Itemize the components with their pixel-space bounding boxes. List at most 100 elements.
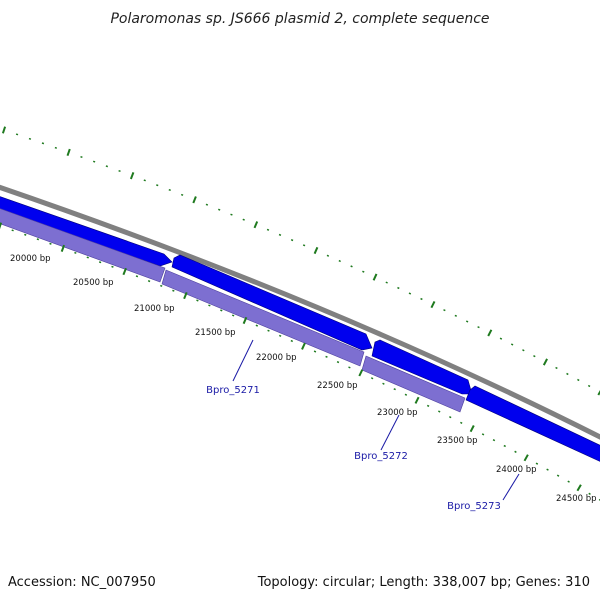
gene-label-bpro-5271[interactable]: Bpro_5271 <box>206 385 260 396</box>
tick-mark <box>135 275 139 278</box>
tick-mark <box>556 474 560 477</box>
tick-mark <box>588 492 591 496</box>
bp-label: 20500 bp <box>73 278 114 288</box>
bp-label: 22500 bp <box>317 381 358 391</box>
tick-mark <box>278 334 282 337</box>
tick-mark <box>542 358 548 366</box>
tick-mark <box>414 396 420 404</box>
inner-tick-row <box>0 222 600 501</box>
tick-mark <box>290 239 294 242</box>
tick-mark <box>28 137 32 140</box>
tick-mark <box>597 389 600 396</box>
tick-mark <box>487 329 493 337</box>
tick-mark <box>460 421 463 424</box>
gene-arrow-bpro-5272[interactable] <box>171 254 373 351</box>
tick-mark <box>66 148 71 157</box>
tick-mark <box>143 179 146 182</box>
tick-mark <box>41 142 45 145</box>
tick-mark <box>514 450 517 454</box>
tick-mark <box>0 222 3 230</box>
tick-mark <box>362 270 365 273</box>
tick-mark <box>325 355 328 358</box>
tick-mark <box>118 169 121 173</box>
tick-mark <box>370 377 374 380</box>
tick-mark <box>168 188 171 192</box>
tick-mark <box>404 393 408 396</box>
tick-mark <box>80 155 83 159</box>
tick-mark <box>60 244 66 252</box>
bp-label: 23000 bp <box>377 408 418 418</box>
tick-mark <box>522 349 525 352</box>
tick-mark <box>577 378 580 382</box>
tick-mark <box>160 284 163 287</box>
tick-mark <box>336 361 340 364</box>
tick-mark <box>49 242 52 245</box>
bp-scale: 20000 bp 20500 bp 21000 bp 21500 bp 2200… <box>10 254 597 504</box>
gene-labels: Bpro_5271 Bpro_5272 Bpro_5273 <box>206 339 520 512</box>
tick-mark <box>426 404 430 408</box>
tick-mark <box>278 233 282 236</box>
reverse-segment-1 <box>0 208 166 283</box>
gene-track-forward <box>0 193 600 466</box>
tick-mark <box>180 193 184 196</box>
plasmid-backbone <box>0 184 600 440</box>
tick-mark <box>408 292 412 295</box>
tick-mark <box>122 267 127 276</box>
gene-leader-line <box>232 339 254 382</box>
gene-arrow-bpro-5271[interactable] <box>0 193 173 267</box>
tick-mark <box>36 238 40 241</box>
tick-mark <box>196 299 199 302</box>
gene-label-bpro-5273[interactable]: Bpro_5273 <box>447 501 501 512</box>
tick-mark <box>129 172 135 180</box>
tick-mark <box>576 484 582 492</box>
tick-mark <box>217 208 221 211</box>
bp-label: 24500 bp <box>556 494 597 504</box>
bp-label: 23500 bp <box>437 436 478 446</box>
tick-mark <box>523 454 529 462</box>
tick-mark <box>338 259 341 263</box>
tick-mark <box>1 126 7 134</box>
tick-mark <box>555 366 558 370</box>
tick-mark <box>290 339 294 343</box>
gene-leader-line <box>380 414 400 451</box>
tick-mark <box>192 196 197 204</box>
bp-label: 21000 bp <box>134 304 175 314</box>
tick-mark <box>266 228 270 231</box>
bp-label: 24000 bp <box>496 465 537 475</box>
tick-mark <box>253 221 259 229</box>
map-title: Polaromonas sp. JS666 plasmid 2, complet… <box>110 11 489 27</box>
tick-mark <box>567 480 570 483</box>
tick-mark <box>503 444 506 448</box>
tick-mark <box>372 273 378 281</box>
tick-mark <box>301 342 306 350</box>
tick-mark <box>420 297 423 301</box>
tick-mark <box>255 324 259 327</box>
tick-mark <box>230 213 233 216</box>
tick-mark <box>156 184 159 187</box>
reverse-segment-2 <box>161 269 365 367</box>
tick-mark <box>438 410 441 413</box>
bp-label: 21500 bp <box>195 328 236 338</box>
tick-mark <box>74 251 77 254</box>
tick-mark <box>535 462 539 465</box>
gene-label-bpro-5272[interactable]: Bpro_5272 <box>354 451 408 462</box>
tick-mark <box>477 326 480 329</box>
tick-mark <box>443 309 446 312</box>
tick-mark <box>566 372 569 376</box>
tick-mark <box>348 366 351 369</box>
tick-mark <box>499 337 503 340</box>
tick-mark <box>546 468 549 471</box>
tick-mark <box>205 203 209 206</box>
tick-mark <box>220 309 223 312</box>
tick-mark <box>98 261 102 264</box>
tick-mark <box>111 265 114 268</box>
gene-leader-line <box>502 473 520 501</box>
tick-mark <box>54 146 58 149</box>
tick-mark <box>208 304 211 307</box>
tick-mark <box>350 265 353 268</box>
tick-mark <box>105 165 109 168</box>
tick-mark <box>242 218 245 221</box>
tick-mark <box>481 433 485 436</box>
gene-arrow-bpro-5273-b[interactable] <box>465 385 600 466</box>
